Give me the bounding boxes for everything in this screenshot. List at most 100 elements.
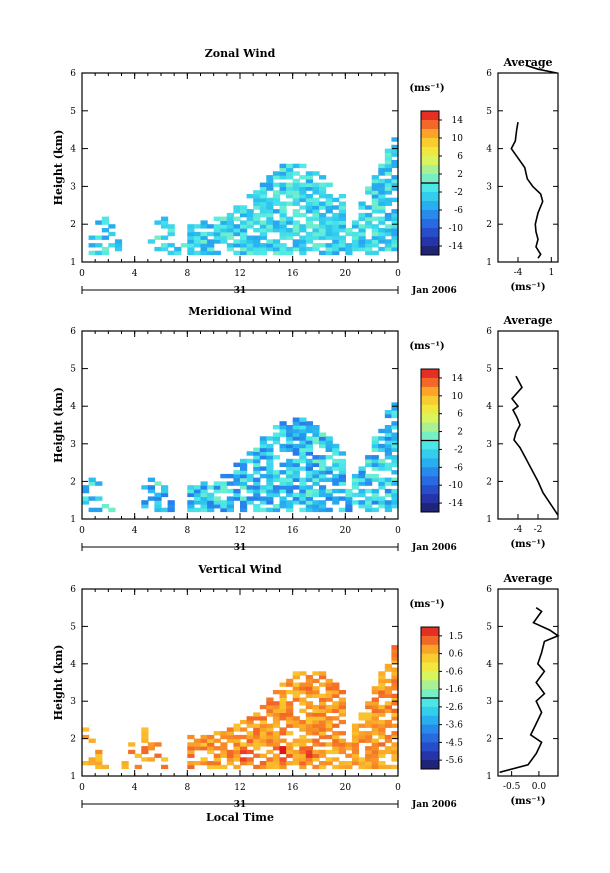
colorbar-segment <box>421 467 439 477</box>
heatmap-cell <box>279 205 287 210</box>
x-tick-label: 4 <box>132 783 138 793</box>
heatmap-cell <box>82 727 90 732</box>
heatmap-cell <box>299 224 307 229</box>
heatmap-cell <box>299 701 307 706</box>
heatmap-cell <box>272 734 281 740</box>
heatmap-cell <box>371 216 379 221</box>
y-tick-label: 6 <box>70 69 76 79</box>
heatmap-cell <box>200 738 208 743</box>
heatmap-cell <box>371 738 379 743</box>
heatmap-cell <box>82 761 90 766</box>
heatmap-cell <box>299 194 307 199</box>
heatmap-cell <box>272 708 281 713</box>
heatmap-cell <box>371 455 379 460</box>
colorbar-segment <box>421 689 439 699</box>
heatmap-cell <box>299 182 307 187</box>
heatmap-cell <box>187 243 195 248</box>
heatmap-cell <box>286 447 294 452</box>
heatmap-cell <box>259 250 267 256</box>
heatmap-cell <box>174 250 182 256</box>
heatmap-cell <box>338 712 346 717</box>
heatmap-cell <box>365 250 373 256</box>
heatmap-cell <box>226 488 234 494</box>
heatmap-cell <box>391 220 399 225</box>
heatmap-cell <box>312 719 320 725</box>
heatmap-cell <box>391 731 399 736</box>
heatmap-cell <box>240 477 248 482</box>
heatmap-cell <box>312 462 320 467</box>
colorbar-segment <box>421 156 439 166</box>
heatmap-cell <box>286 749 294 755</box>
heatmap-cell <box>332 749 340 755</box>
heatmap-cell <box>154 753 162 758</box>
heatmap-cell <box>233 481 241 486</box>
y-axis-label: Height (km) <box>52 645 65 721</box>
profile-y-tick-label: 6 <box>486 69 492 79</box>
heatmap-cell <box>299 455 307 460</box>
heatmap-cell <box>272 731 281 736</box>
heatmap-cell <box>325 443 333 449</box>
heatmap-cell <box>286 746 294 751</box>
heatmap-cells <box>88 137 399 256</box>
heatmap-cell <box>187 488 195 494</box>
heatmap-cell <box>286 708 294 713</box>
heatmap-cell <box>358 477 366 482</box>
heatmap-cell <box>378 462 386 467</box>
heatmap-cell <box>299 682 307 687</box>
heatmap-cell <box>384 693 392 698</box>
colorbar-segment <box>421 210 439 220</box>
heatmap-cell <box>292 417 300 422</box>
y-tick-label: 2 <box>70 735 76 745</box>
heatmap-cell <box>312 742 320 747</box>
heatmap-cell <box>332 447 340 452</box>
colorbar-segment <box>421 503 439 513</box>
heatmap-cell <box>259 212 267 218</box>
heatmap-cell <box>351 742 360 747</box>
heatmap-cell <box>266 723 274 728</box>
heatmap-cell <box>391 243 399 248</box>
heatmap-cell <box>220 764 228 770</box>
heatmap-cell <box>319 466 327 471</box>
heatmap-cell <box>351 477 360 482</box>
heatmap-cell <box>101 764 109 770</box>
y-tick-label: 6 <box>70 327 76 337</box>
heatmap-cell <box>200 235 208 240</box>
heatmap-cell <box>187 507 195 513</box>
x-tick-label: 0 <box>79 269 85 279</box>
heatmap-cell <box>226 738 234 743</box>
heatmap-cell <box>332 477 340 482</box>
heatmap-cell <box>378 749 386 755</box>
heatmap-cell <box>147 477 155 482</box>
colorbar-tick-label: -14 <box>449 499 464 509</box>
heatmap-cell <box>279 712 287 717</box>
heatmap-cell <box>180 243 188 248</box>
heatmap-cell <box>312 425 320 430</box>
heatmap-cell <box>259 716 267 721</box>
heatmap-cell <box>141 504 149 509</box>
heatmap-cell <box>108 243 116 248</box>
colorbar-segment <box>421 219 439 229</box>
heatmap-cell <box>332 488 340 494</box>
heatmap-cell <box>351 220 360 225</box>
heatmap-cell <box>213 250 221 256</box>
heatmap-cell <box>299 753 307 758</box>
heatmap-cell <box>312 686 320 691</box>
heatmap-cell <box>220 239 228 244</box>
heatmap-cell <box>371 239 379 244</box>
heatmap-cell <box>220 235 228 240</box>
heatmap-cell <box>384 701 392 706</box>
heatmap-cell <box>299 425 307 430</box>
heatmap-cell <box>391 163 399 169</box>
heatmap-cell <box>286 470 294 475</box>
colorbar-tick-label: 1.5 <box>449 632 464 642</box>
heatmap-cell <box>332 690 340 695</box>
heatmap-cell <box>299 686 307 691</box>
heatmap-cell <box>233 477 241 482</box>
heatmap-cell <box>325 224 333 229</box>
heatmap-cell <box>312 712 320 717</box>
heatmap-cell <box>325 757 333 762</box>
heatmap-cell <box>345 764 353 770</box>
heatmap-cell <box>319 455 327 460</box>
heatmap-cell <box>325 447 333 452</box>
heatmap-cell <box>266 436 274 441</box>
